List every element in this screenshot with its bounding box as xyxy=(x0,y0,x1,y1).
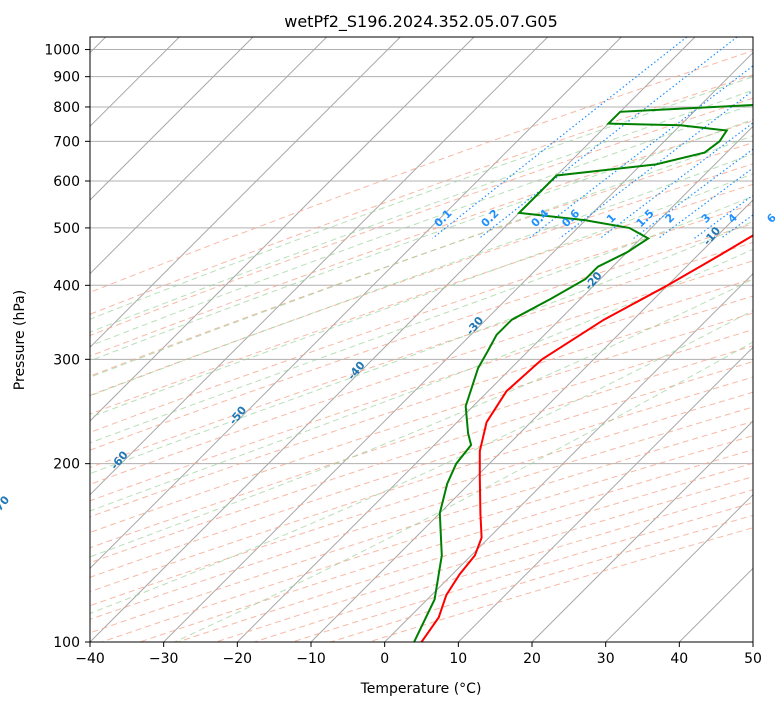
isotherm-line xyxy=(90,37,696,642)
plot-frame xyxy=(89,36,754,643)
x-tick-label: −10 xyxy=(296,651,326,667)
y-tick-label: 600 xyxy=(53,174,80,190)
dry-adiabat-label: -30 xyxy=(464,314,487,338)
dry-adiabat-line xyxy=(90,223,753,451)
x-tick-label: 0 xyxy=(380,651,389,667)
mixing-ratio-line xyxy=(760,37,775,238)
y-tick-label: 800 xyxy=(53,100,80,116)
dry-adiabat-line xyxy=(90,183,753,415)
isotherm-line xyxy=(90,37,549,496)
isotherm-line xyxy=(90,37,328,275)
y-tick-label: 900 xyxy=(53,70,80,86)
mixing-ratio-label: 4 xyxy=(725,211,740,226)
dry-adiabat-line xyxy=(90,345,753,564)
moist-adiabat-line xyxy=(90,220,753,475)
moist-adiabat-line xyxy=(90,195,753,444)
isotherm-line xyxy=(236,125,753,642)
x-tick-label: 20 xyxy=(523,651,541,667)
dry-adiabat-line xyxy=(90,278,753,502)
y-axis-ticks: 100 200 300 400 500 600 700 800 900 1000 xyxy=(44,43,90,651)
moist-adiabat-line xyxy=(90,278,753,558)
y-tick-label: 400 xyxy=(53,278,80,294)
chart-title: wetPf2_S196.2024.352.05.07.G05 xyxy=(284,12,558,32)
x-axis-ticks: −40 −30 −20 −10 0 10 20 30 40 50 xyxy=(75,642,762,667)
moist-adiabat-line xyxy=(90,173,753,418)
isotherm-line xyxy=(310,199,753,642)
mixing-ratio-line xyxy=(658,167,753,239)
mixing-ratio-label: 6 xyxy=(764,211,775,226)
dry-adiabat-line xyxy=(90,312,753,534)
isotherm-line xyxy=(90,37,254,201)
isotherm-line xyxy=(384,272,753,642)
dry-adiabat-line xyxy=(90,361,753,578)
mixing-ratio-line xyxy=(720,214,753,239)
moist-adiabat-line xyxy=(90,248,753,512)
y-tick-label: 200 xyxy=(53,457,80,473)
x-tick-label: 40 xyxy=(670,651,688,667)
isotherm-line xyxy=(163,51,753,642)
dry-adiabat-line xyxy=(90,376,753,593)
mixing-ratio-line xyxy=(694,194,753,239)
y-tick-label: 100 xyxy=(53,635,80,651)
dry-adiabat-line xyxy=(90,142,753,377)
dry-adiabat-label: -50 xyxy=(227,403,250,427)
dry-adiabat-line xyxy=(90,260,753,485)
dry-adiabat-line xyxy=(90,120,753,357)
mixing-ratio-line xyxy=(559,89,753,239)
x-axis-title: Temperature (°C) xyxy=(360,681,482,697)
x-tick-label: −40 xyxy=(75,651,105,667)
dry-adiabat-label: -70 xyxy=(0,493,12,517)
y-tick-label: 300 xyxy=(53,352,80,368)
mixing-ratio-label: 2 xyxy=(663,211,678,226)
dry-adiabat-line xyxy=(215,476,753,642)
isotherm-line xyxy=(90,37,401,349)
isotherm-line xyxy=(90,37,475,422)
dry-adiabat-line xyxy=(90,74,753,315)
isotherm-line xyxy=(531,420,753,642)
dry-adiabat-line xyxy=(90,97,753,337)
isotherm-line xyxy=(605,493,753,642)
x-tick-label: 50 xyxy=(744,651,762,667)
plot-background-lines xyxy=(90,37,775,642)
x-tick-label: 10 xyxy=(449,651,467,667)
isotherm-line xyxy=(90,37,622,570)
isotherm-line xyxy=(752,641,753,642)
x-tick-label: −20 xyxy=(223,651,253,667)
y-axis-title: Pressure (hPa) xyxy=(12,290,28,390)
dry-adiabat-line xyxy=(90,203,753,433)
y-tick-label: 500 xyxy=(53,221,80,237)
dewpoint-profile-line xyxy=(413,103,753,642)
mixing-ratio-line xyxy=(599,122,753,239)
temperature-profile-line xyxy=(420,234,753,642)
x-tick-label: −30 xyxy=(149,651,179,667)
y-tick-label: 700 xyxy=(53,134,80,150)
moist-adiabat-line xyxy=(90,103,753,347)
y-tick-label: 1000 xyxy=(44,43,80,59)
x-tick-label: 30 xyxy=(597,651,615,667)
isotherm-line xyxy=(457,346,753,642)
mixing-ratio-line xyxy=(478,37,738,239)
dry-adiabat-line xyxy=(90,163,753,396)
dry-adiabat-line xyxy=(90,391,753,607)
dry-adiabat-line xyxy=(101,435,753,642)
dry-adiabat-line xyxy=(90,50,753,293)
plot-series xyxy=(413,103,753,642)
moist-adiabat-line xyxy=(90,309,753,614)
dry-adiabat-line xyxy=(90,241,753,469)
moist-adiabat-line xyxy=(90,118,753,362)
dry-adiabat-line xyxy=(90,329,753,549)
moist-adiabat-line xyxy=(90,135,753,378)
dry-adiabat-label: -60 xyxy=(108,448,131,472)
isopleth-labels: 0.10.20.40.611.52346810131620253036-100-… xyxy=(0,207,775,517)
moist-adiabat-line xyxy=(90,76,753,320)
dry-adiabat-line xyxy=(90,295,753,518)
moist-adiabat-line xyxy=(90,89,753,333)
moist-adiabat-line xyxy=(90,153,753,397)
